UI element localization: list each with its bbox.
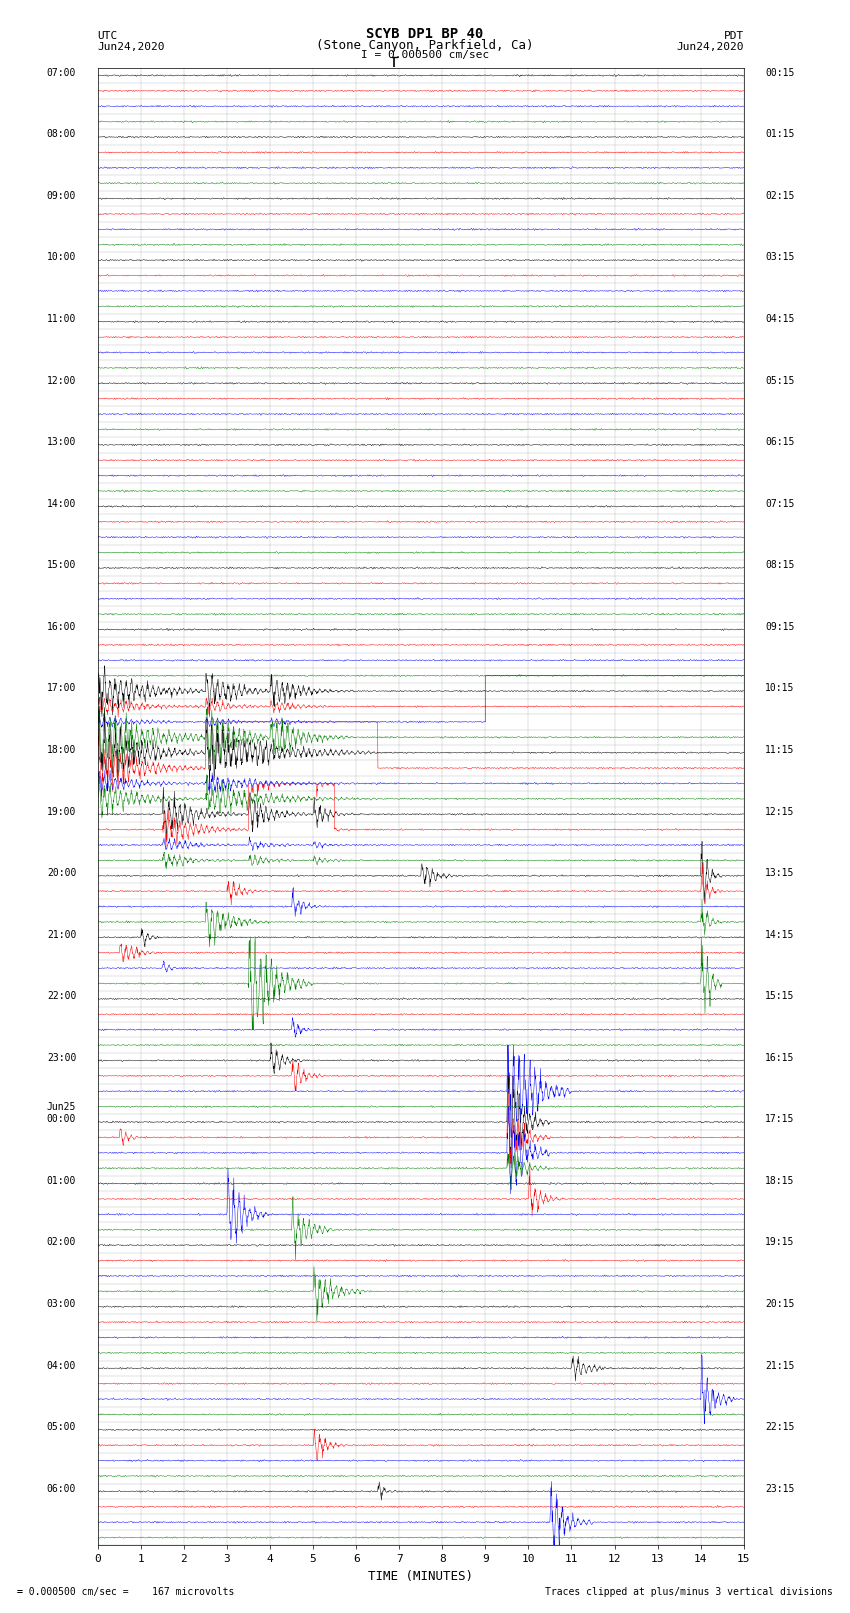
Text: 10:00: 10:00 <box>47 253 76 263</box>
Text: 11:15: 11:15 <box>765 745 795 755</box>
Text: 00:15: 00:15 <box>765 68 795 77</box>
Text: 08:15: 08:15 <box>765 560 795 571</box>
Text: 09:15: 09:15 <box>765 623 795 632</box>
Text: 05:00: 05:00 <box>47 1423 76 1432</box>
Text: 20:15: 20:15 <box>765 1298 795 1310</box>
Text: 16:00: 16:00 <box>47 623 76 632</box>
Text: 11:00: 11:00 <box>47 315 76 324</box>
Text: 21:00: 21:00 <box>47 929 76 940</box>
Text: 12:15: 12:15 <box>765 806 795 816</box>
Text: 21:15: 21:15 <box>765 1361 795 1371</box>
Text: SCYB DP1 BP 40: SCYB DP1 BP 40 <box>366 27 484 40</box>
Text: 14:15: 14:15 <box>765 929 795 940</box>
Text: (Stone Canyon, Parkfield, Ca): (Stone Canyon, Parkfield, Ca) <box>316 39 534 52</box>
Text: 01:00: 01:00 <box>47 1176 76 1186</box>
Text: 05:15: 05:15 <box>765 376 795 386</box>
Text: 08:00: 08:00 <box>47 129 76 139</box>
Text: Jun24,2020: Jun24,2020 <box>677 42 744 52</box>
Text: 15:00: 15:00 <box>47 560 76 571</box>
Text: 01:15: 01:15 <box>765 129 795 139</box>
Text: 19:00: 19:00 <box>47 806 76 816</box>
Text: 02:00: 02:00 <box>47 1237 76 1247</box>
Text: 23:00: 23:00 <box>47 1053 76 1063</box>
Text: 10:15: 10:15 <box>765 684 795 694</box>
Text: 04:15: 04:15 <box>765 315 795 324</box>
Text: 04:00: 04:00 <box>47 1361 76 1371</box>
Text: 15:15: 15:15 <box>765 990 795 1002</box>
Text: =: = <box>17 1587 29 1597</box>
Text: Jun25: Jun25 <box>47 1102 76 1111</box>
Text: 06:15: 06:15 <box>765 437 795 447</box>
Text: 13:15: 13:15 <box>765 868 795 877</box>
Text: 22:00: 22:00 <box>47 990 76 1002</box>
Text: 23:15: 23:15 <box>765 1484 795 1494</box>
Text: 18:15: 18:15 <box>765 1176 795 1186</box>
Text: 16:15: 16:15 <box>765 1053 795 1063</box>
Text: 17:00: 17:00 <box>47 684 76 694</box>
Text: 18:00: 18:00 <box>47 745 76 755</box>
Text: I = 0.000500 cm/sec: I = 0.000500 cm/sec <box>361 50 489 60</box>
Text: 22:15: 22:15 <box>765 1423 795 1432</box>
Text: 13:00: 13:00 <box>47 437 76 447</box>
Text: 14:00: 14:00 <box>47 498 76 508</box>
Text: PDT: PDT <box>723 31 744 40</box>
Text: 20:00: 20:00 <box>47 868 76 877</box>
Text: 09:00: 09:00 <box>47 190 76 202</box>
Text: = 0.000500 cm/sec =    167 microvolts: = 0.000500 cm/sec = 167 microvolts <box>17 1587 235 1597</box>
X-axis label: TIME (MINUTES): TIME (MINUTES) <box>368 1569 473 1582</box>
Text: UTC: UTC <box>98 31 118 40</box>
Text: 06:00: 06:00 <box>47 1484 76 1494</box>
Text: 02:15: 02:15 <box>765 190 795 202</box>
Text: 07:00: 07:00 <box>47 68 76 77</box>
Text: Jun24,2020: Jun24,2020 <box>98 42 165 52</box>
Text: 00:00: 00:00 <box>47 1115 76 1124</box>
Text: 03:00: 03:00 <box>47 1298 76 1310</box>
Text: 12:00: 12:00 <box>47 376 76 386</box>
Text: Traces clipped at plus/minus 3 vertical divisions: Traces clipped at plus/minus 3 vertical … <box>545 1587 833 1597</box>
Text: 17:15: 17:15 <box>765 1115 795 1124</box>
Text: 19:15: 19:15 <box>765 1237 795 1247</box>
Text: 03:15: 03:15 <box>765 253 795 263</box>
Text: 07:15: 07:15 <box>765 498 795 508</box>
